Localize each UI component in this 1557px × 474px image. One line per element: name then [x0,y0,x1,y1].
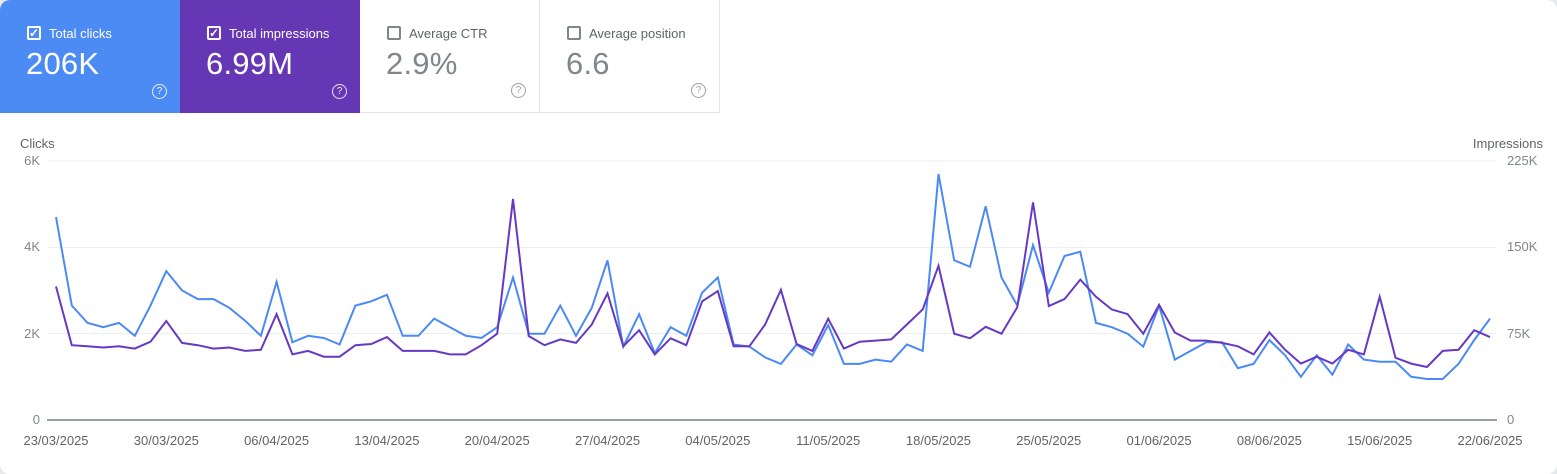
card-label: Average position [589,26,686,41]
x-axis-date-label: 18/05/2025 [905,433,971,448]
help-icon[interactable]: ? [511,83,526,98]
left-axis-tick: 0 [32,412,40,427]
help-icon[interactable]: ? [152,84,167,99]
right-axis-tick: 225K [1507,153,1538,168]
card-value: 206K [26,46,100,81]
checkmark-icon: ✓ [209,26,220,40]
card-label: Total impressions [229,26,330,41]
help-icon[interactable]: ? [332,84,347,99]
card-total-impressions[interactable]: ✓ Total impressions 6.99M ? [180,0,360,113]
right-axis-title: Impressions [1472,136,1543,151]
x-axis-date-label: 25/05/2025 [1016,433,1082,448]
x-axis-date-label: 22/06/2025 [1457,433,1523,448]
x-axis-date-label: 30/03/2025 [133,433,199,448]
x-axis-date-label: 15/06/2025 [1347,433,1413,448]
left-axis-tick: 6K [24,153,40,168]
right-axis-tick: 0 [1507,412,1515,427]
left-axis-tick: 4K [24,239,40,255]
x-axis-date-label: 08/06/2025 [1236,433,1302,448]
average-position-checkbox[interactable]: ✓ [567,26,581,40]
x-axis-date-label: 13/04/2025 [354,433,420,448]
x-axis-date-label: 11/05/2025 [796,433,861,448]
x-axis-date-label: 20/04/2025 [464,433,530,448]
total-clicks-checkbox[interactable]: ✓ [27,26,41,40]
series-line-impressions [55,198,1491,369]
card-average-position[interactable]: ✓ Average position 6.6 ? [540,0,720,113]
x-axis-date-label: 04/05/2025 [685,433,751,448]
card-value: 6.6 [566,46,610,81]
checkmark-icon: ✓ [29,26,40,40]
left-axis-title: Clicks [20,136,55,151]
right-axis-tick: 150K [1507,239,1538,255]
x-axis-date-label: 23/03/2025 [23,433,89,448]
total-impressions-checkbox[interactable]: ✓ [207,26,221,40]
card-value: 2.9% [386,46,458,81]
series-line-clicks [55,173,1491,380]
x-axis-date-label: 06/04/2025 [244,433,310,448]
metric-cards: ✓ Total clicks 206K ? ✓ Total impression… [0,0,720,113]
card-label: Total clicks [49,26,112,41]
right-axis-tick: 75K [1507,325,1531,341]
card-value: 6.99M [206,46,294,81]
card-total-clicks[interactable]: ✓ Total clicks 206K ? [0,0,180,113]
x-axis-date-label: 01/06/2025 [1126,433,1192,448]
card-average-ctr[interactable]: ✓ Average CTR 2.9% ? [360,0,540,113]
average-ctr-checkbox[interactable]: ✓ [387,26,401,40]
x-axis-date-label: 27/04/2025 [574,433,641,448]
card-label: Average CTR [409,26,488,41]
help-icon[interactable]: ? [691,83,706,98]
left-axis-tick: 2K [24,325,40,341]
